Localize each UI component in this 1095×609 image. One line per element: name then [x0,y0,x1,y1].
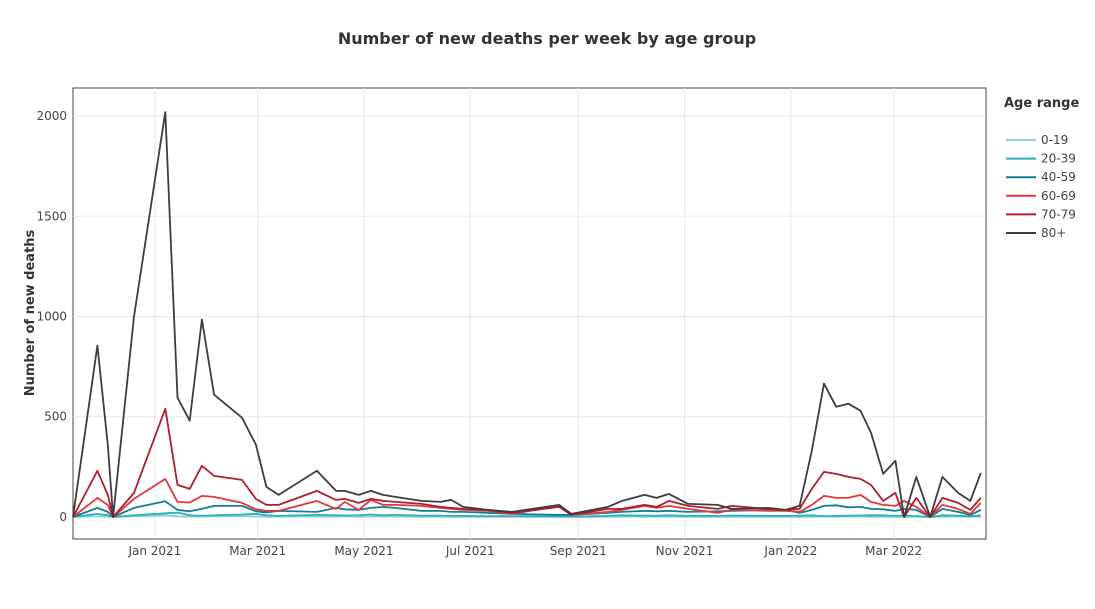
plot-background [72,87,987,540]
x-tick-label: Jan 2021 [127,544,181,558]
series-line-70-79 [72,407,982,518]
legend-label: 70-79 [1041,207,1076,221]
y-tick-label: 500 [44,410,67,424]
legend-label: 40-59 [1041,170,1076,184]
legend-item-80plus[interactable]: 80+ [1006,226,1066,240]
x-tick-label: Sep 2021 [550,544,607,558]
chart-title: Number of new deaths per week by age gro… [338,29,756,48]
y-axis: 0 500 1000 1500 2000 [36,109,67,524]
legend-label: 0-19 [1041,133,1068,147]
plot-area [72,87,987,540]
x-tick-label: Jan 2022 [763,544,817,558]
legend-label: 60-69 [1041,189,1076,203]
series-line-80plus [72,111,982,518]
legend-item-60-69[interactable]: 60-69 [1006,189,1076,203]
legend-label: 80+ [1041,226,1066,240]
y-tick-label: 2000 [36,109,67,123]
series-lines [72,111,982,518]
legend-item-20-39[interactable]: 20-39 [1006,152,1076,166]
x-tick-label: May 2021 [334,544,393,558]
legend-item-0-19[interactable]: 0-19 [1006,133,1068,147]
legend-label: 20-39 [1041,152,1076,166]
x-tick-label: Nov 2021 [656,544,714,558]
legend: Age range 0-19 20-39 40-59 60-69 70-79 80+ [1004,96,1079,240]
y-axis-label: Number of new deaths [23,229,38,396]
y-tick-label: 1000 [36,310,67,324]
series-line-40-59 [72,500,982,518]
series-line-20-39 [72,511,981,518]
x-tick-label: Jul 2021 [445,544,495,558]
legend-item-40-59[interactable]: 40-59 [1006,170,1076,184]
legend-title: Age range [1004,96,1079,111]
x-axis: Jan 2021 Mar 2021 May 2021 Jul 2021 Sep 2021… [127,544,922,558]
y-tick-label: 1500 [36,209,67,223]
x-tick-label: Mar 2021 [229,544,286,558]
x-tick-label: Mar 2022 [865,544,922,558]
y-tick-label: 0 [59,510,67,524]
legend-item-70-79[interactable]: 70-79 [1006,207,1076,221]
